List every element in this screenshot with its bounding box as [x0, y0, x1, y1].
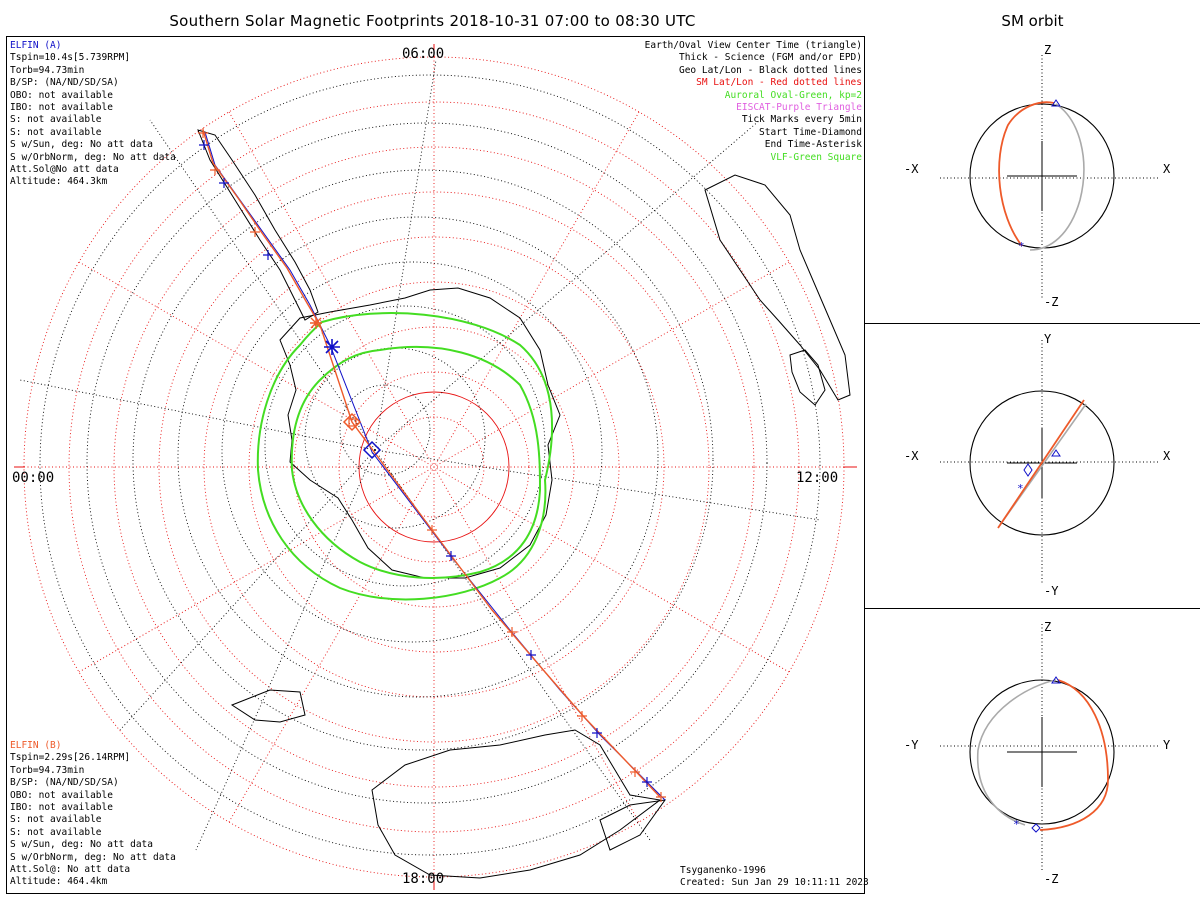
plot-title: Southern Solar Magnetic Footprints 2018-…	[169, 12, 696, 30]
legend-item: SM Lat/Lon - Red dotted lines	[696, 77, 862, 89]
panel-3-h-pos: Y	[1163, 738, 1171, 752]
elfin-b-track	[202, 129, 661, 798]
africa-outline	[704, 174, 851, 401]
legend-item: Geo Lat/Lon - Black dotted lines	[678, 64, 862, 76]
panel-1-v-pos: Z	[1044, 43, 1052, 57]
elfin-a-line: Tspin=10.4s[5.739RPM]	[10, 52, 131, 64]
elfin-b-ticks	[198, 128, 640, 777]
panel-1-h-pos: X	[1163, 162, 1171, 176]
elfin-a-info: ELFIN (A) Tspin=10.4s[5.739RPM] Torb=94.…	[10, 40, 176, 189]
elfin-b-line: S w/OrbNorm, deg: No att data	[10, 851, 176, 863]
clock-label-top: 06:00	[402, 46, 445, 62]
panel-2-h-neg: -X	[904, 449, 919, 463]
panel-1-v-neg: -Z	[1044, 295, 1059, 309]
elfin-b-vlf-square	[348, 418, 357, 427]
model-name: Tsyganenko-1996	[680, 865, 766, 876]
elfin-a-line: OBO: not available	[10, 89, 113, 101]
legend-item: Auroral Oval-Green, kp=2	[724, 89, 862, 101]
elfin-a-line: IBO: not available	[10, 101, 113, 113]
elfin-a-end-asterisk	[324, 339, 340, 355]
panel-2-v-pos: Y	[1044, 332, 1052, 346]
edge-ticks	[14, 44, 857, 890]
panel-2-v-neg: -Y	[1044, 584, 1059, 598]
legend-item: Tick Marks every 5min	[741, 114, 862, 126]
elfin-a-line: Altitude: 464.3km	[10, 176, 108, 188]
madagascar	[789, 349, 826, 406]
elfin-b-end-marker	[656, 792, 666, 802]
clock-label-right: 12:00	[796, 470, 839, 486]
antarctica	[279, 287, 561, 579]
elfin-a-name: ELFIN (A)	[10, 40, 62, 51]
elfin-b-line: B/SP: (NA/ND/SD/SA)	[10, 777, 119, 789]
elfin-a-start-diamond	[362, 440, 382, 460]
svg-text:*: *	[1018, 240, 1025, 253]
clock-label-bottom: 18:00	[402, 871, 445, 887]
auroral-oval-inner	[290, 345, 542, 579]
credit: Tsyganenko-1996 Created: Sun Jan 29 10:1…	[680, 865, 869, 890]
panel-1-h-neg: -X	[904, 162, 919, 176]
antarctic-peninsula-south-america	[197, 129, 319, 321]
elfin-a-track	[204, 131, 666, 801]
legend: Earth/Oval View Center Time (triangle) T…	[645, 40, 862, 164]
main-frame	[6, 36, 865, 894]
svg-text:*: *	[1013, 818, 1020, 831]
auroral-oval-outer	[256, 312, 554, 601]
elfin-b-line: Tspin=2.29s[26.14RPM]	[10, 752, 131, 764]
panel-2-h-pos: X	[1163, 449, 1171, 463]
continent-outlines	[197, 129, 851, 879]
elfin-b-info: ELFIN (B) Tspin=2.29s[26.14RPM] Torb=94.…	[10, 740, 176, 889]
legend-item: Earth/Oval View Center Time (triangle)	[644, 40, 862, 51]
legend-item: Start Time-Diamond	[759, 126, 862, 138]
elfin-b-line: OBO: not available	[10, 789, 113, 801]
polar-map	[19, 56, 851, 879]
elfin-a-line: Att.Sol@No att data	[10, 163, 119, 175]
elfin-b-line: S: not available	[10, 826, 102, 838]
sm-orbit-panel-xy: *	[940, 340, 1160, 585]
sm-orbit-panel-xz: *	[940, 55, 1160, 300]
geo-grid	[19, 59, 821, 856]
elfin-a-line: S w/OrbNorm, deg: No att data	[10, 151, 176, 163]
elfin-b-name: ELFIN (B)	[10, 740, 62, 751]
elfin-b-line: Torb=94.73min	[10, 764, 85, 776]
sm-orbit-title: SM orbit	[1001, 12, 1064, 30]
svg-text:*: *	[1017, 482, 1024, 495]
new-zealand	[599, 799, 667, 851]
elfin-b-line: IBO: not available	[10, 801, 113, 813]
legend-item: End Time-Asterisk	[764, 139, 862, 151]
sm-grid	[23, 56, 845, 878]
sm-orbit-panel-yz: *	[940, 624, 1160, 870]
elfin-b-line: S w/Sun, deg: No att data	[10, 839, 153, 851]
indonesia-islands	[230, 689, 306, 723]
panel-3-h-neg: -Y	[904, 738, 919, 752]
elfin-b-end-asterisk	[310, 317, 322, 329]
elfin-b-line: S: not available	[10, 814, 102, 826]
elfin-a-line: S w/Sun, deg: No att data	[10, 139, 153, 151]
elfin-b-start-diamond	[342, 412, 362, 432]
elfin-a-line: B/SP: (NA/ND/SD/SA)	[10, 77, 119, 89]
elfin-b-line: Altitude: 464.4km	[10, 876, 108, 888]
panel-3-v-pos: Z	[1044, 620, 1052, 634]
elfin-a-ticks	[199, 140, 652, 787]
elfin-a-line: S: not available	[10, 114, 102, 126]
clock-label-left: 00:00	[12, 470, 55, 486]
legend-item: Thick - Science (FGM and/or EPD)	[678, 52, 862, 64]
elfin-a-line: S: not available	[10, 126, 102, 138]
legend-item: EISCAT-Purple Triangle	[736, 101, 862, 113]
elfin-a-line: Torb=94.73min	[10, 64, 85, 76]
australia	[371, 729, 662, 879]
created-date: Created: Sun Jan 29 10:11:11 2023	[680, 877, 869, 889]
elfin-b-line: Att.Sol@: No att data	[10, 863, 131, 875]
panel-3-v-neg: -Z	[1044, 872, 1059, 886]
legend-item: VLF-Green Square	[770, 151, 862, 163]
